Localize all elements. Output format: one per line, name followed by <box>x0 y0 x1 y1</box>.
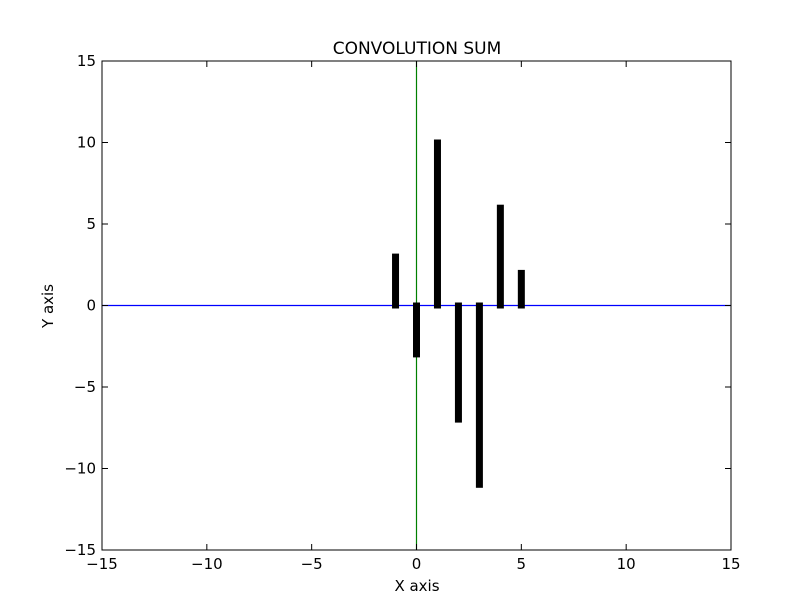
x-tick-label: 10 <box>617 555 636 573</box>
x-tick-label: −15 <box>86 555 118 573</box>
chart-title: CONVOLUTION SUM <box>333 39 502 59</box>
x-ticks: −15 −10 −5 0 5 10 15 <box>86 61 741 573</box>
y-ticks: −15 −10 −5 0 5 10 15 <box>64 52 731 559</box>
y-tick-label: 10 <box>77 134 96 152</box>
y-tick-label: −15 <box>64 541 96 559</box>
bar-3 <box>475 302 483 488</box>
x-tick-label: 15 <box>721 555 740 573</box>
x-tick-label: −5 <box>301 555 323 573</box>
x-axis-label: X axis <box>394 577 439 595</box>
x-tick-label: 5 <box>517 555 527 573</box>
plot-area <box>101 60 732 551</box>
y-tick-label: −5 <box>74 378 96 396</box>
y-tick-label: 15 <box>77 52 96 70</box>
bar--1 <box>392 253 400 309</box>
y-tick-label: 0 <box>86 297 96 315</box>
y-tick-label: 5 <box>86 215 96 233</box>
bar-4 <box>496 204 504 309</box>
y-tick-label: −10 <box>64 460 96 478</box>
bar-2 <box>454 302 462 423</box>
x-tick-label: −10 <box>191 555 223 573</box>
y-axis-label: Y axis <box>39 284 57 329</box>
bar-1 <box>433 139 441 309</box>
bar-0 <box>413 302 420 358</box>
bar-5 <box>517 269 525 309</box>
x-tick-label: 0 <box>412 555 422 573</box>
